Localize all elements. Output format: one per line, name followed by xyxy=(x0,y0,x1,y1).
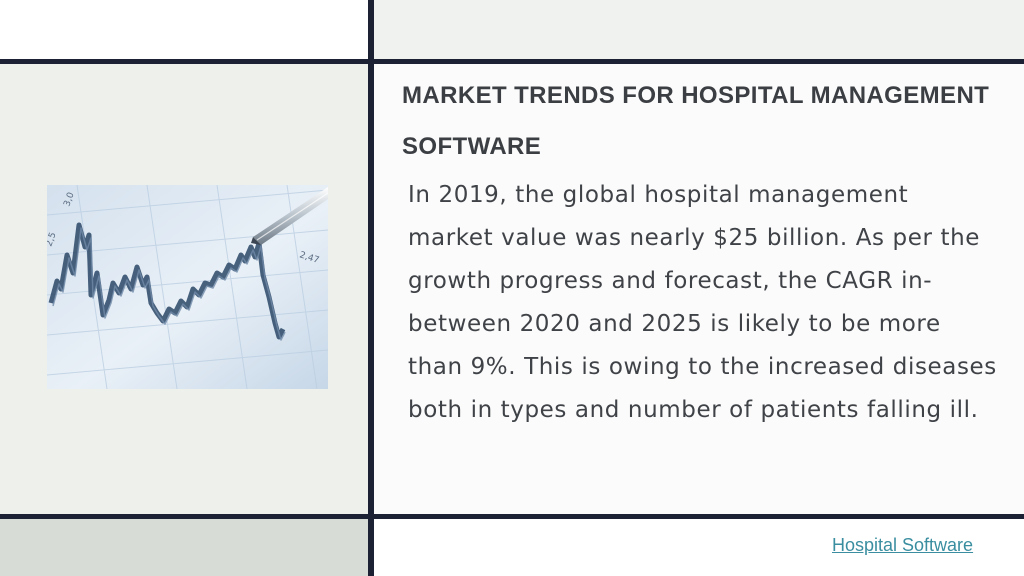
bottom-horizontal-divider xyxy=(0,514,1024,519)
top-right-panel xyxy=(374,0,1024,59)
slide-body-text: In 2019, the global hospital management … xyxy=(408,182,997,423)
vertical-divider xyxy=(368,0,374,576)
right-content-panel xyxy=(374,64,1024,514)
bottom-left-panel xyxy=(0,519,368,576)
slide-title: MARKET TRENDS FOR HOSPITAL MANAGEMENT SO… xyxy=(402,82,990,160)
stock-chart-with-pen-photo: 2,47 2,5 3,0 xyxy=(47,185,328,389)
bottom-right-panel xyxy=(374,519,1024,576)
top-horizontal-divider xyxy=(0,59,1024,64)
top-left-panel xyxy=(0,0,368,59)
pen-icon xyxy=(251,187,328,245)
image-label-30: 3,0 xyxy=(62,191,76,208)
hospital-software-link[interactable]: Hospital Software xyxy=(832,535,974,555)
image-label-25: 2,5 xyxy=(47,231,59,248)
